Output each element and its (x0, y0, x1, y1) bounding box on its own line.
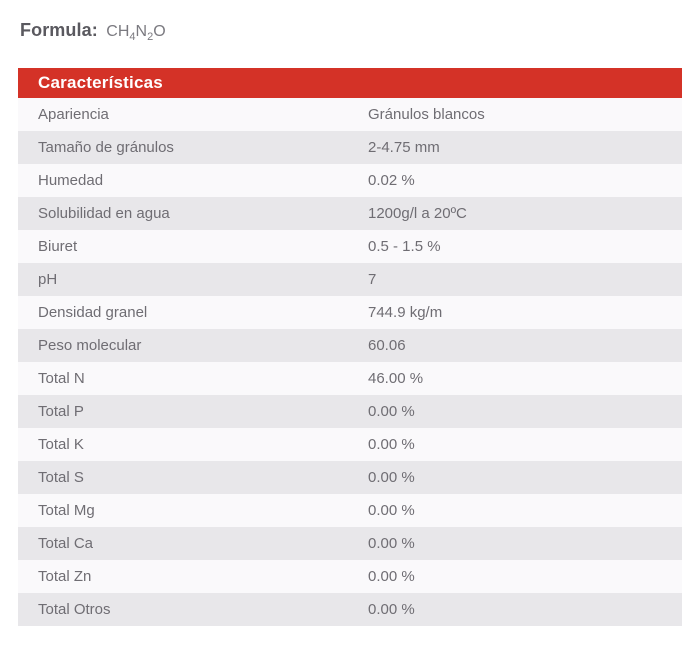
table-row: Total P 0.00 % (18, 395, 682, 428)
formula-part: O (153, 23, 166, 40)
table-title: Características (38, 73, 163, 92)
table-row: Total Mg 0.00 % (18, 494, 682, 527)
formula-subscript: 2 (147, 31, 154, 43)
row-value: 0.00 % (368, 601, 415, 618)
row-value: 0.5 - 1.5 % (368, 238, 441, 255)
row-value: 0.02 % (368, 172, 415, 189)
table-row: Total K 0.00 % (18, 428, 682, 461)
formula-part: CH (106, 23, 130, 40)
row-value: Gránulos blancos (368, 106, 485, 123)
table-row: Total Ca 0.00 % (18, 527, 682, 560)
row-value: 46.00 % (368, 370, 424, 387)
row-value: 7 (368, 271, 377, 288)
row-label: Densidad granel (38, 304, 148, 321)
row-label: Total S (38, 469, 84, 486)
row-value: 0.00 % (368, 535, 415, 552)
table-row: Apariencia Gránulos blancos (18, 98, 682, 131)
row-value: 0.00 % (368, 436, 415, 453)
formula-subscript: 4 (129, 31, 136, 43)
row-value: 2-4.75 mm (368, 139, 440, 156)
formula-heading: Formula: CH4N2O (20, 19, 166, 44)
row-label: Total N (38, 370, 85, 387)
formula-label: Formula: (20, 20, 98, 40)
row-label: Total K (38, 436, 84, 453)
formula-part: N (135, 23, 148, 40)
row-value: 60.06 (368, 337, 406, 354)
table-row: Solubilidad en agua 1200g/l a 20ºC (18, 197, 682, 230)
row-label: Peso molecular (38, 337, 142, 354)
table-row: Humedad 0.02 % (18, 164, 682, 197)
row-label: Solubilidad en agua (38, 205, 170, 222)
row-value: 0.00 % (368, 502, 415, 519)
row-label: Tamaño de gránulos (38, 139, 174, 156)
row-value: 0.00 % (368, 568, 415, 585)
row-label: Total Ca (38, 535, 94, 552)
table-row: Total N 46.00 % (18, 362, 682, 395)
row-label: pH (38, 271, 58, 288)
row-label: Humedad (38, 172, 104, 189)
chemical-formula: CH4N2O (106, 23, 166, 43)
table-header: Características (18, 68, 682, 98)
row-value: 1200g/l a 20ºC (368, 205, 467, 222)
table-row: pH 7 (18, 263, 682, 296)
row-value: 0.00 % (368, 469, 415, 486)
table-row: Total Zn 0.00 % (18, 560, 682, 593)
row-value: 0.00 % (368, 403, 415, 420)
characteristics-table: Características Apariencia Gránulos blan… (18, 68, 682, 626)
row-label: Biuret (38, 238, 78, 255)
table-row: Total S 0.00 % (18, 461, 682, 494)
table-row: Peso molecular 60.06 (18, 329, 682, 362)
table-rows: Apariencia Gránulos blancos Tamaño de gr… (18, 98, 682, 626)
row-label: Total Otros (38, 601, 111, 618)
table-row: Total Otros 0.00 % (18, 593, 682, 626)
row-label: Total Zn (38, 568, 92, 585)
row-value: 744.9 kg/m (368, 304, 443, 321)
row-label: Total Mg (38, 502, 95, 519)
table-row: Densidad granel 744.9 kg/m (18, 296, 682, 329)
row-label: Apariencia (38, 106, 109, 123)
row-label: Total P (38, 403, 84, 420)
table-row: Tamaño de gránulos 2-4.75 mm (18, 131, 682, 164)
table-row: Biuret 0.5 - 1.5 % (18, 230, 682, 263)
